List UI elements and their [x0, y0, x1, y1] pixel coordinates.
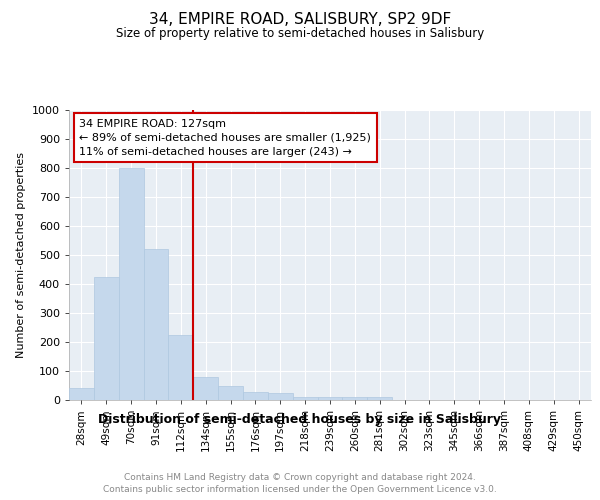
Bar	[143, 249, 169, 400]
Bar	[317, 396, 343, 400]
Bar	[94, 277, 119, 400]
Text: Contains HM Land Registry data © Crown copyright and database right 2024.: Contains HM Land Registry data © Crown c…	[124, 472, 476, 482]
Bar	[169, 335, 193, 400]
Bar	[193, 377, 218, 400]
Y-axis label: Number of semi-detached properties: Number of semi-detached properties	[16, 152, 26, 358]
Bar	[367, 396, 392, 400]
Bar	[268, 393, 293, 400]
Bar	[343, 396, 367, 400]
Bar	[218, 386, 243, 400]
Bar	[243, 392, 268, 400]
Bar	[69, 388, 94, 400]
Text: Distribution of semi-detached houses by size in Salisbury: Distribution of semi-detached houses by …	[98, 412, 502, 426]
Text: 34 EMPIRE ROAD: 127sqm
← 89% of semi-detached houses are smaller (1,925)
11% of : 34 EMPIRE ROAD: 127sqm ← 89% of semi-det…	[79, 118, 371, 156]
Text: Size of property relative to semi-detached houses in Salisbury: Size of property relative to semi-detach…	[116, 28, 484, 40]
Bar	[119, 168, 143, 400]
Text: 34, EMPIRE ROAD, SALISBURY, SP2 9DF: 34, EMPIRE ROAD, SALISBURY, SP2 9DF	[149, 12, 451, 28]
Text: Contains public sector information licensed under the Open Government Licence v3: Contains public sector information licen…	[103, 485, 497, 494]
Bar	[293, 396, 317, 400]
